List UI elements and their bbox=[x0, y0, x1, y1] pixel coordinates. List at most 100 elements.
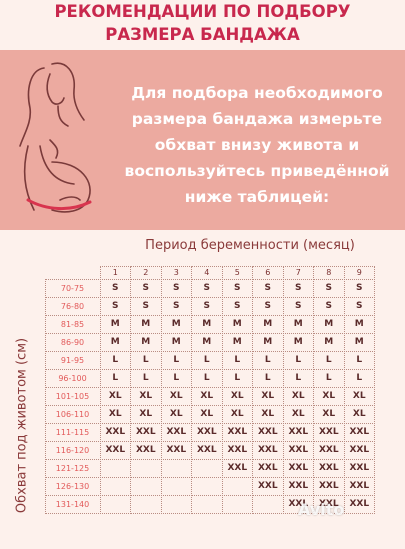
month-header: 1 bbox=[99, 265, 131, 280]
size-cell: XXL bbox=[99, 440, 131, 460]
size-cell: M bbox=[313, 314, 345, 334]
size-cell: M bbox=[99, 314, 131, 334]
size-cell: M bbox=[313, 332, 345, 352]
size-cell: S bbox=[313, 278, 345, 298]
month-header: 8 bbox=[313, 265, 345, 280]
size-cell: M bbox=[343, 314, 375, 334]
size-cell: M bbox=[130, 332, 162, 352]
size-cell: M bbox=[160, 332, 192, 352]
size-cell: M bbox=[282, 314, 314, 334]
size-cell: L bbox=[252, 368, 284, 388]
size-cell bbox=[221, 476, 253, 496]
size-table: 1 2 3 4 5 6 7 8 9 70-75 S S S S S S S S S 76-80 S S S S S S S S S 81-… bbox=[44, 265, 375, 549]
girth-range-label: 70-75 bbox=[44, 278, 101, 298]
size-cell: L bbox=[191, 350, 223, 370]
size-cell: XXL bbox=[130, 440, 162, 460]
size-cell: L bbox=[221, 350, 253, 370]
size-cell: S bbox=[282, 278, 314, 298]
size-cell: XL bbox=[252, 386, 284, 406]
title-line-2: РАЗМЕРА БАНДАЖА bbox=[105, 25, 300, 44]
size-cell: L bbox=[191, 368, 223, 388]
title-line-1: РЕКОМЕНДАЦИИ ПО ПОДБОРУ bbox=[54, 2, 351, 21]
size-cell: M bbox=[252, 332, 284, 352]
size-cell bbox=[160, 476, 192, 496]
size-cell: XL bbox=[282, 386, 314, 406]
size-cell: L bbox=[282, 368, 314, 388]
size-cell: XXL bbox=[191, 422, 223, 442]
size-cell bbox=[191, 458, 223, 478]
size-cell: XXL bbox=[343, 458, 375, 478]
girth-range-label: 126-130 bbox=[44, 476, 101, 496]
size-cell: XL bbox=[343, 404, 375, 424]
size-cell: XL bbox=[160, 404, 192, 424]
size-cell: S bbox=[221, 278, 253, 298]
size-cell: L bbox=[160, 368, 192, 388]
hero-banner: Для подбора необходимого размера бандажа… bbox=[0, 50, 405, 230]
girth-axis-label: Обхват под животом (см) bbox=[14, 337, 30, 514]
girth-range-label: 116-120 bbox=[44, 440, 101, 460]
size-cell: S bbox=[343, 278, 375, 298]
size-cell: S bbox=[160, 278, 192, 298]
size-cell: XXL bbox=[160, 422, 192, 442]
hero-line-5: ниже таблицей: bbox=[184, 188, 330, 206]
size-cell: XL bbox=[313, 386, 345, 406]
size-cell: XL bbox=[343, 386, 375, 406]
size-cell: XL bbox=[282, 404, 314, 424]
size-cell bbox=[191, 494, 223, 514]
size-cell: XL bbox=[313, 404, 345, 424]
size-cell: M bbox=[343, 332, 375, 352]
size-cell: M bbox=[191, 314, 223, 334]
size-cell: XXL bbox=[282, 458, 314, 478]
girth-range-label: 106-110 bbox=[44, 404, 101, 424]
period-axis-label: Период беременности (месяц) bbox=[145, 238, 355, 253]
girth-range-label: 101-105 bbox=[44, 386, 101, 406]
size-cell: XL bbox=[221, 386, 253, 406]
girth-range-label: 81-85 bbox=[44, 314, 101, 334]
size-cell: XXL bbox=[343, 422, 375, 442]
size-cell: XXL bbox=[221, 422, 253, 442]
size-cell: XL bbox=[99, 386, 131, 406]
size-cell: XL bbox=[160, 386, 192, 406]
size-cell: XL bbox=[221, 404, 253, 424]
size-cell: S bbox=[252, 278, 284, 298]
hero-line-4: воспользуйтесь приведённой bbox=[124, 162, 390, 180]
size-cell: S bbox=[160, 296, 192, 316]
size-cell: M bbox=[221, 314, 253, 334]
size-cell: XXL bbox=[343, 494, 375, 514]
size-cell: L bbox=[130, 350, 162, 370]
size-cell: XXL bbox=[191, 440, 223, 460]
size-cell: L bbox=[343, 368, 375, 388]
month-header: 9 bbox=[343, 265, 375, 280]
month-header: 3 bbox=[160, 265, 192, 280]
size-cell: S bbox=[99, 278, 131, 298]
size-cell: S bbox=[99, 296, 131, 316]
size-cell: XXL bbox=[313, 422, 345, 442]
size-cell: L bbox=[221, 368, 253, 388]
size-cell: L bbox=[313, 368, 345, 388]
hero-line-2: размера бандажа измерьте bbox=[131, 110, 383, 128]
size-cell: XXL bbox=[313, 476, 345, 496]
girth-range-label: 86-90 bbox=[44, 332, 101, 352]
size-cell bbox=[130, 458, 162, 478]
size-cell: XXL bbox=[282, 422, 314, 442]
hero-instructions: Для подбора необходимого размера бандажа… bbox=[112, 80, 402, 210]
size-cell bbox=[99, 458, 131, 478]
size-cell: S bbox=[282, 296, 314, 316]
size-cell bbox=[252, 494, 284, 514]
size-cell: L bbox=[282, 350, 314, 370]
size-cell: XXL bbox=[221, 440, 253, 460]
size-cell bbox=[160, 494, 192, 514]
size-cell: L bbox=[252, 350, 284, 370]
size-cell: XXL bbox=[343, 440, 375, 460]
size-cell: XXL bbox=[252, 458, 284, 478]
girth-range-label: 111-115 bbox=[44, 422, 101, 442]
size-cell: S bbox=[191, 296, 223, 316]
size-cell bbox=[160, 458, 192, 478]
size-cell: XXL bbox=[313, 440, 345, 460]
table-corner-cell bbox=[45, 266, 101, 280]
size-cell: L bbox=[99, 368, 131, 388]
size-cell: XXL bbox=[252, 476, 284, 496]
girth-range-label: 121-125 bbox=[44, 458, 101, 478]
size-cell: M bbox=[160, 314, 192, 334]
size-cell: XL bbox=[99, 404, 131, 424]
